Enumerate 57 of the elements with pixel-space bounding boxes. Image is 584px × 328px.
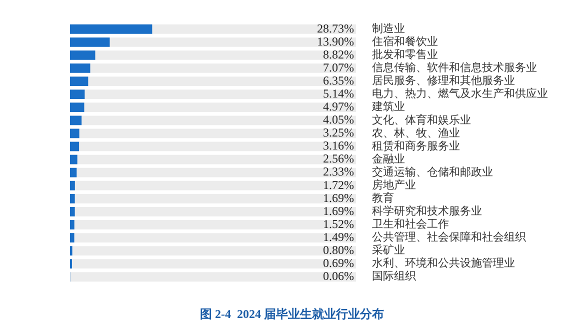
bar xyxy=(70,116,82,126)
data-label: 0.69% xyxy=(323,256,354,270)
bar xyxy=(70,64,90,73)
y-tick-label: 教育 xyxy=(372,192,394,204)
bar xyxy=(70,194,75,204)
data-label: 5.14% xyxy=(323,86,354,100)
y-tick-label: 金融业 xyxy=(372,152,405,166)
data-label: 3.25% xyxy=(323,126,354,140)
y-tick-label: 农、林、牧、渔业 xyxy=(372,126,460,140)
bar xyxy=(70,168,77,178)
y-tick-label: 科学研究和技术服务业 xyxy=(372,204,482,218)
bar xyxy=(70,154,78,164)
bar xyxy=(70,128,80,138)
bar xyxy=(70,220,74,230)
y-tick-label: 公共管理、社会保障和社会组织 xyxy=(372,230,526,244)
bar xyxy=(70,102,84,112)
text: 图 2-4 2024 届毕业生就业行业分布 xyxy=(199,306,385,323)
bar xyxy=(70,206,75,216)
data-label: 13.90% xyxy=(317,34,354,48)
data-label: 0.80% xyxy=(323,242,354,257)
y-tick-label: 制造业 xyxy=(372,22,405,35)
y-tick-label: 卫生和社会工作 xyxy=(372,218,449,231)
bar xyxy=(70,142,80,152)
y-tick-label: 建筑业 xyxy=(371,100,405,114)
data-label: 0.06% xyxy=(323,269,354,284)
data-label: 28.73% xyxy=(317,21,354,36)
data-label: 1.49% xyxy=(323,230,354,244)
data-label: 1.72% xyxy=(323,178,354,192)
y-tick-label: 交通运输、仓储和邮政业 xyxy=(372,165,493,178)
data-label: 6.35% xyxy=(323,73,354,88)
y-tick-label: 国际组织 xyxy=(372,270,416,283)
y-tick-label: 水利、环境和公共设施管理业 xyxy=(372,256,515,270)
y-tick-label: 文化、体育和娱乐业 xyxy=(372,113,471,126)
bar xyxy=(70,50,96,60)
y-tick-label: 房地产业 xyxy=(372,178,416,192)
bar xyxy=(70,37,110,47)
y-tick-label: 信息传输、软件和信息技术服务业 xyxy=(372,61,537,74)
y-tick-label: 住宿和餐饮业 xyxy=(372,35,438,48)
data-label: 4.05% xyxy=(323,112,354,127)
data-label: 7.07% xyxy=(323,60,354,74)
y-tick-label: 电力、热力、燃气及水生产和供应业 xyxy=(372,87,548,100)
data-label: 2.33% xyxy=(323,164,354,179)
y-tick-label: 批发和零售业 xyxy=(372,48,438,62)
data-label: 8.82% xyxy=(323,47,354,62)
data-label: 2.56% xyxy=(323,152,354,166)
data-label: 1.69% xyxy=(323,204,354,218)
y-tick-label: 居民服务、修理和其他服务业 xyxy=(372,74,515,88)
y-tick-label: 采矿业 xyxy=(372,244,405,257)
y-tick-label: 租赁和商务服务业 xyxy=(372,139,460,152)
bar xyxy=(70,90,85,100)
data-label: 1.69% xyxy=(323,190,354,205)
data-label: 1.52% xyxy=(323,216,354,231)
bar xyxy=(70,233,74,242)
bar xyxy=(70,76,88,86)
data-label: 4.97% xyxy=(323,100,354,114)
data-label: 3.16% xyxy=(323,138,354,153)
bar xyxy=(70,180,75,190)
